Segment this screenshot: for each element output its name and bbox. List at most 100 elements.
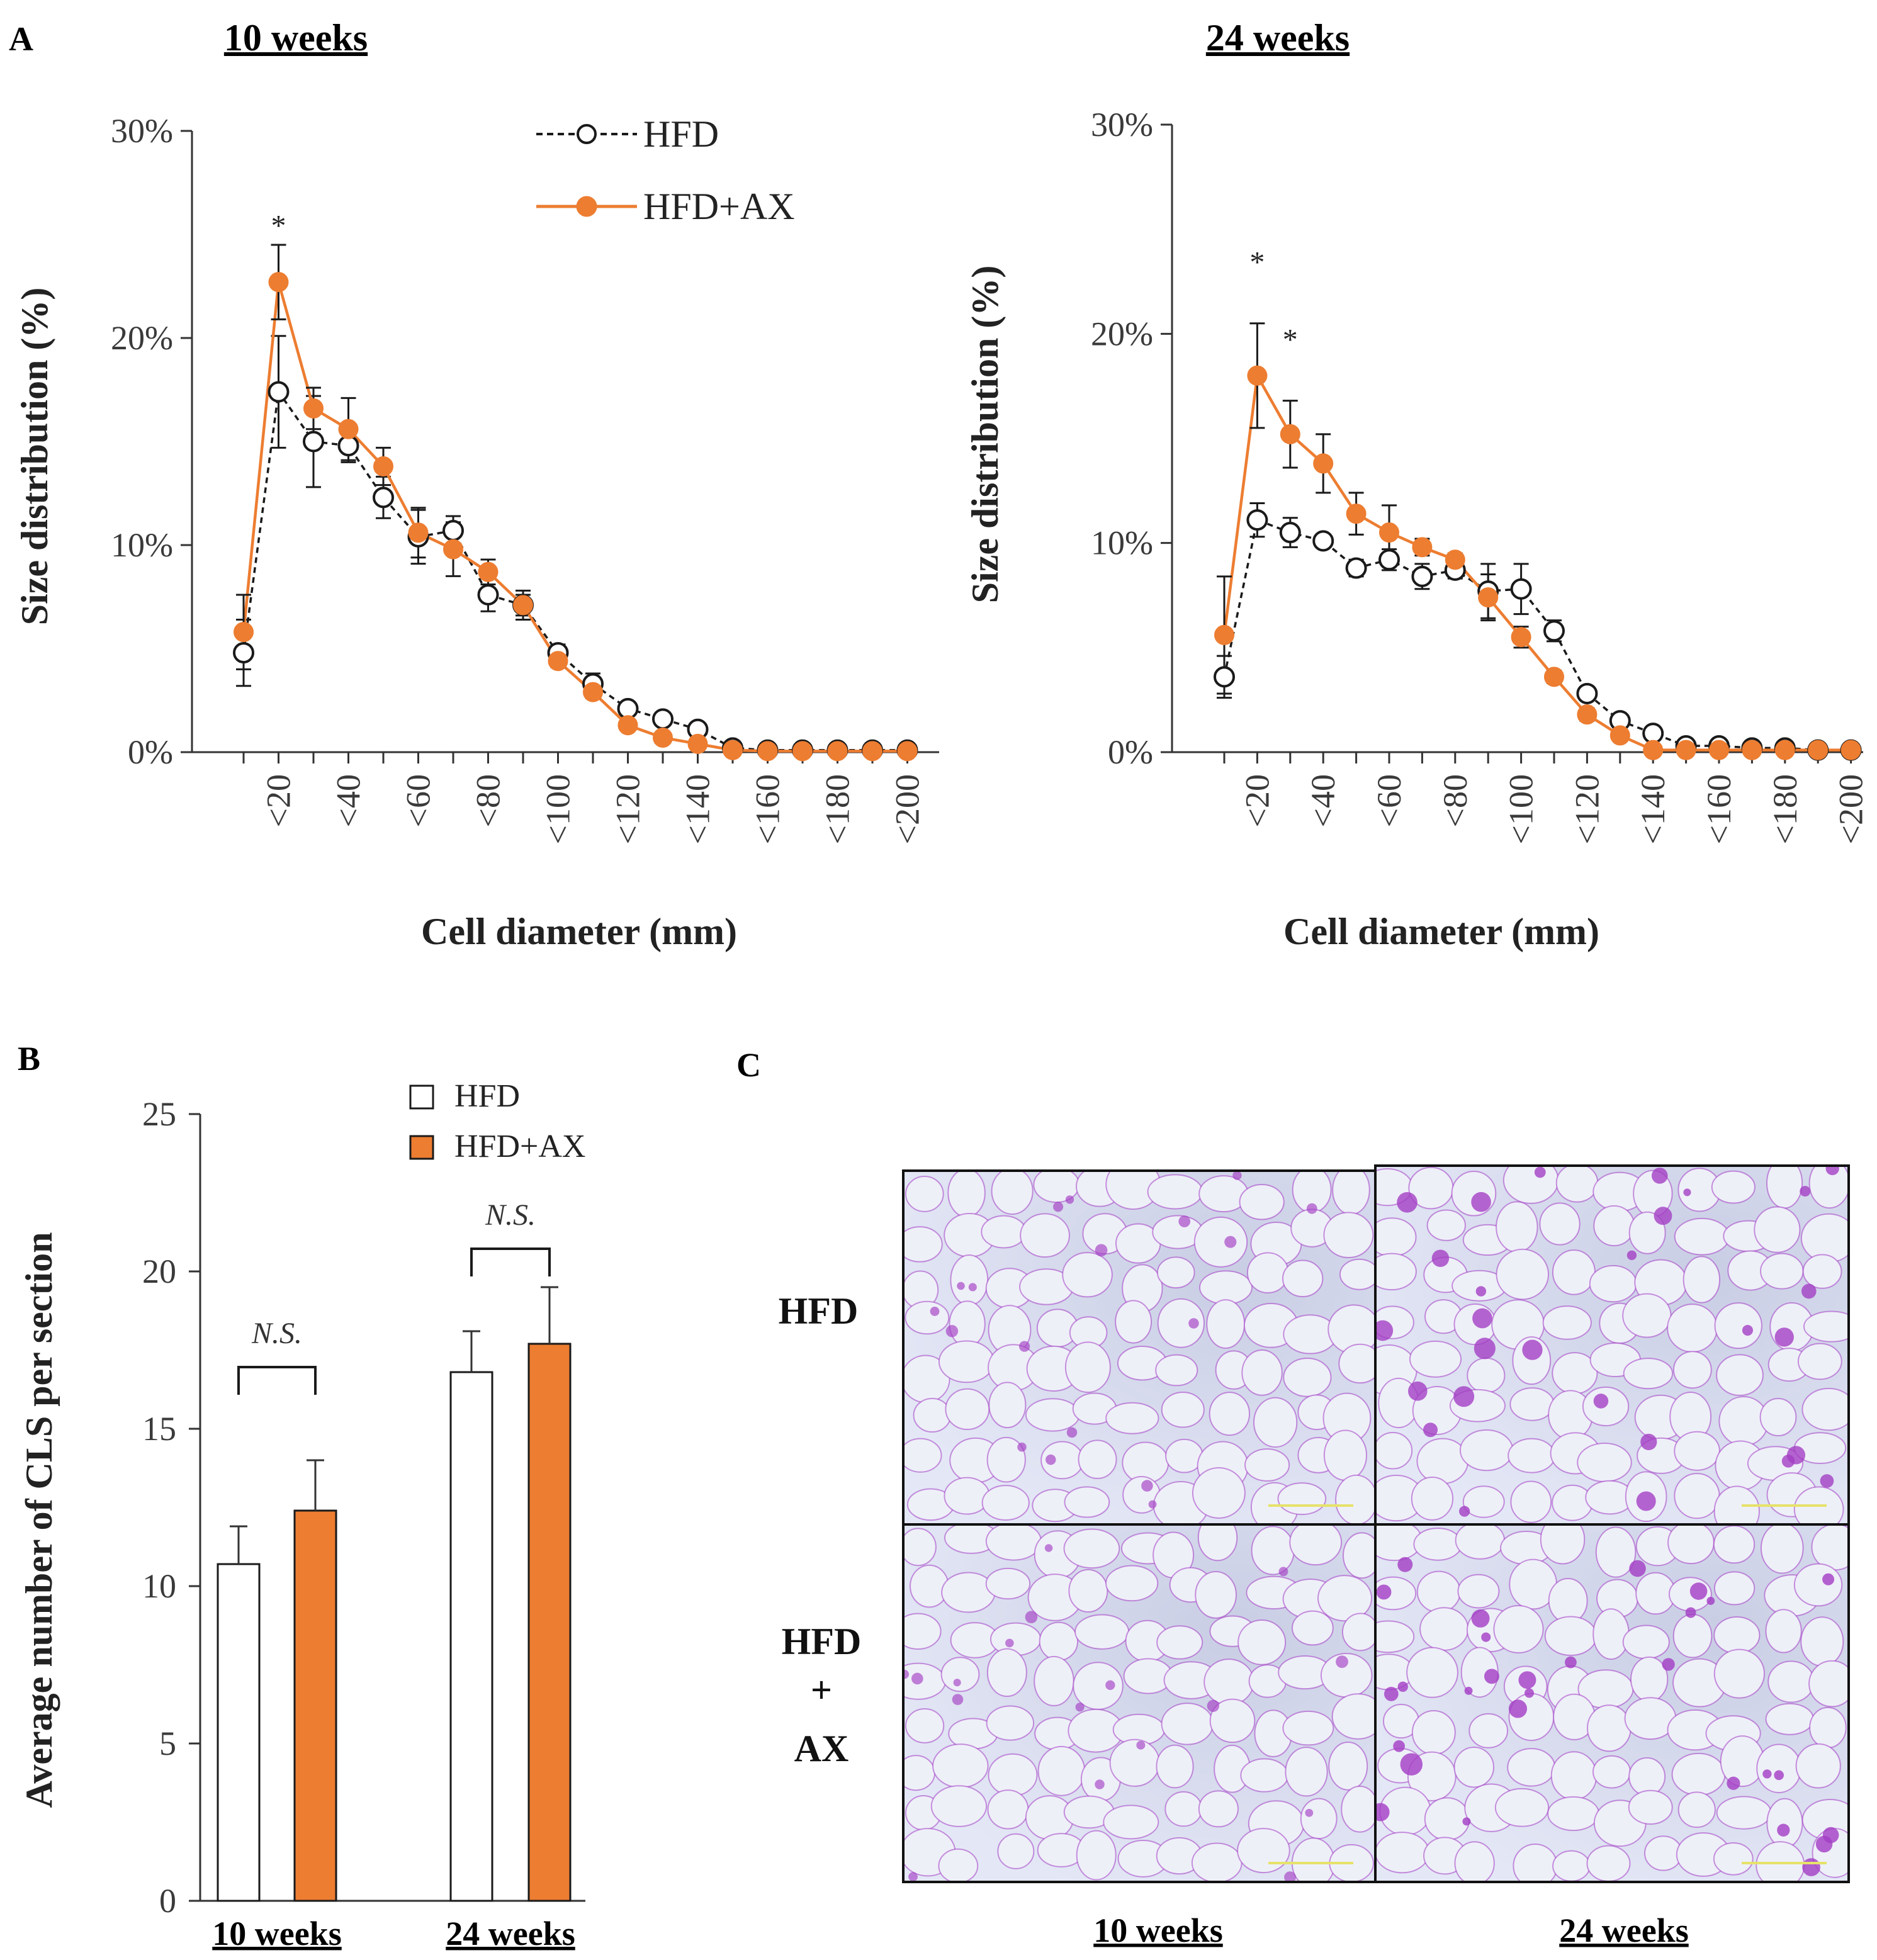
adipocyte bbox=[1493, 1604, 1544, 1653]
adipocyte bbox=[1630, 1656, 1669, 1703]
stain-cluster bbox=[1075, 1703, 1085, 1712]
adipocyte bbox=[1209, 1392, 1251, 1436]
adipocyte bbox=[1416, 1570, 1461, 1613]
adipocyte bbox=[1426, 1209, 1466, 1241]
adipocyte bbox=[1713, 1525, 1756, 1564]
adipocyte bbox=[1628, 1757, 1666, 1796]
adipocyte bbox=[1713, 1485, 1760, 1524]
adipocyte bbox=[1157, 1298, 1205, 1348]
adipocyte bbox=[1155, 1354, 1198, 1387]
bar-hfd bbox=[449, 1371, 493, 1902]
adipocyte bbox=[1424, 1797, 1470, 1841]
adipocyte bbox=[986, 1705, 1035, 1741]
stain-cluster bbox=[1820, 1474, 1834, 1488]
point-hfd-ax bbox=[1346, 504, 1367, 524]
stain-cluster bbox=[1522, 1339, 1543, 1360]
adipocyte bbox=[1760, 1524, 1804, 1574]
adipocyte bbox=[1335, 1474, 1375, 1524]
ns-label: N.S. bbox=[251, 1317, 302, 1350]
point-hfd-ax bbox=[1840, 740, 1861, 760]
stain-cluster bbox=[1397, 1681, 1408, 1692]
point-hfd-ax bbox=[897, 741, 918, 762]
adipocyte bbox=[1800, 1616, 1844, 1667]
adipocyte bbox=[1667, 1524, 1715, 1565]
adipocyte bbox=[1156, 1625, 1203, 1660]
stain-cluster bbox=[1777, 1823, 1790, 1837]
adipocyte bbox=[1375, 1620, 1415, 1653]
point-hfd-ax bbox=[1808, 740, 1829, 760]
point-hfd-ax bbox=[1643, 740, 1664, 760]
point-hfd-ax bbox=[757, 741, 778, 762]
panel-letter-c: C bbox=[736, 1046, 761, 1084]
adipocyte bbox=[1282, 1259, 1324, 1298]
stain-cluster bbox=[911, 1672, 923, 1685]
adipocyte bbox=[981, 1485, 1030, 1521]
adipocyte bbox=[1064, 1341, 1111, 1394]
row-label-hfd: HFD bbox=[779, 1290, 859, 1332]
x-tick-label: <60 bbox=[1370, 774, 1408, 827]
adipocyte bbox=[1103, 1805, 1159, 1840]
y-tick-label: 0% bbox=[1108, 733, 1153, 771]
stain-cluster bbox=[1774, 1770, 1784, 1781]
stain-cluster bbox=[1683, 1188, 1691, 1197]
adipocyte bbox=[930, 1785, 988, 1827]
adipocyte bbox=[1677, 1791, 1716, 1828]
point-hfd-ax bbox=[338, 419, 359, 439]
stain-cluster bbox=[1397, 1557, 1413, 1572]
stain-cluster bbox=[1801, 1283, 1817, 1299]
col-label-24weeks: 24 weeks bbox=[1559, 1912, 1688, 1949]
x-category-label: 10 weeks bbox=[212, 1915, 341, 1952]
adipocyte bbox=[1323, 1429, 1367, 1481]
point-hfd bbox=[1510, 578, 1532, 600]
x-tick-label: <120 bbox=[609, 774, 647, 844]
adipocyte bbox=[991, 1171, 1034, 1215]
adipocyte bbox=[1073, 1662, 1124, 1710]
chart-b-cls: Average number of CLS per section 0 5 10 15… bbox=[18, 1078, 585, 1952]
legend-ax-marker bbox=[576, 196, 597, 217]
adipocyte bbox=[1589, 1264, 1637, 1303]
legend: HFD HFD+AX bbox=[409, 1078, 585, 1164]
point-hfd-ax bbox=[583, 682, 603, 702]
adipocyte bbox=[1063, 1528, 1120, 1569]
stain-cluster bbox=[1136, 1740, 1146, 1750]
row-label-ax-2: + bbox=[811, 1669, 832, 1711]
point-hfd-ax bbox=[1478, 587, 1499, 608]
stain-cluster bbox=[1017, 1442, 1027, 1452]
adipocyte bbox=[1766, 1798, 1803, 1849]
adipocyte bbox=[1622, 1293, 1672, 1338]
adipocyte bbox=[1416, 1438, 1469, 1485]
adipocyte bbox=[981, 1215, 1027, 1249]
point-hfd bbox=[1543, 620, 1565, 642]
stain-cluster bbox=[1774, 1327, 1794, 1347]
adipocyte bbox=[1244, 1448, 1290, 1482]
point-hfd-ax bbox=[1247, 365, 1268, 386]
adipocyte bbox=[1622, 1625, 1670, 1660]
point-hfd-ax bbox=[268, 272, 289, 293]
adipocyte bbox=[1156, 1744, 1194, 1789]
adipocyte bbox=[1459, 1429, 1514, 1472]
stain-cluster bbox=[1458, 1506, 1470, 1517]
significance-star: * bbox=[1249, 245, 1265, 279]
x-tick-label: <80 bbox=[1436, 774, 1474, 827]
adipocyte bbox=[1502, 1166, 1559, 1204]
adipocyte bbox=[1341, 1786, 1375, 1833]
adipocyte bbox=[1803, 1310, 1849, 1343]
point-hfd-ax bbox=[1445, 549, 1465, 570]
stain-cluster bbox=[1640, 1433, 1657, 1451]
adipocyte bbox=[988, 1382, 1027, 1429]
adipocyte bbox=[950, 1254, 989, 1306]
adipocyte bbox=[1496, 1201, 1538, 1253]
adipocyte bbox=[997, 1833, 1035, 1869]
stain-cluster bbox=[1105, 1680, 1115, 1690]
stain-cluster bbox=[1046, 1454, 1056, 1465]
adipocyte bbox=[1076, 1830, 1117, 1881]
adipocyte bbox=[905, 1176, 944, 1212]
adipocyte bbox=[1105, 1402, 1159, 1434]
point-hfd-ax bbox=[513, 595, 533, 616]
x-tick-label: <20 bbox=[1238, 774, 1276, 827]
micrograph-hfd-10weeks bbox=[902, 1169, 1377, 1526]
panel-c-histology: HFD HFD + AX 10 weeks 24 weeks bbox=[779, 1164, 1850, 1949]
adipocyte bbox=[1550, 1751, 1598, 1801]
chart-title: 24 weeks bbox=[1206, 17, 1350, 59]
